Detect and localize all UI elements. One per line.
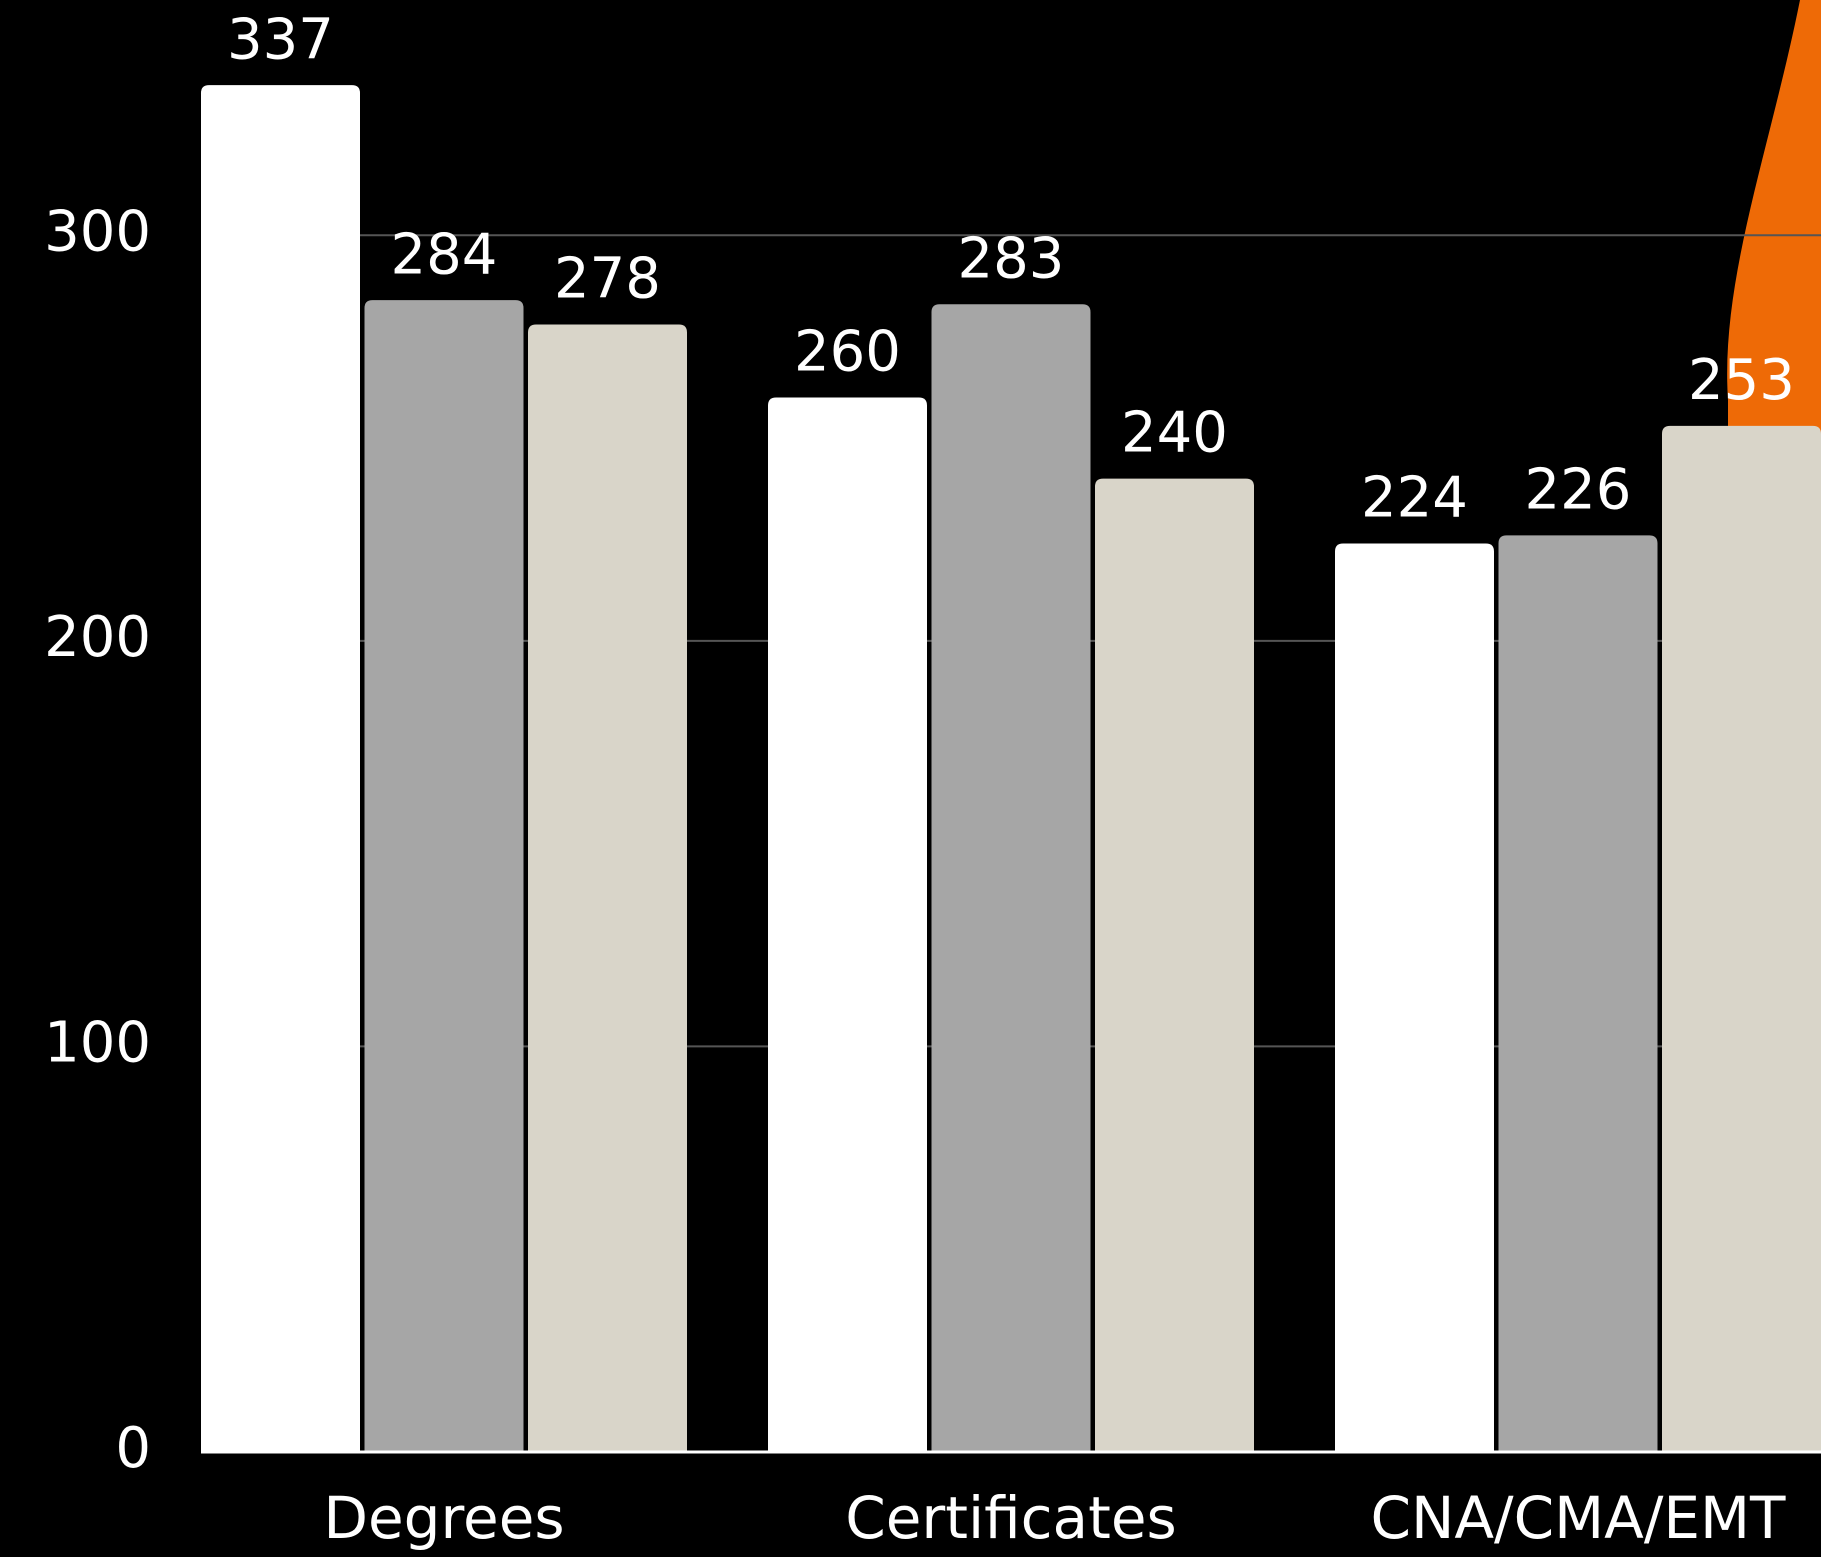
y-tick-label: 0 xyxy=(115,1416,151,1481)
data-label: 253 xyxy=(1688,348,1795,413)
x-tick-label: CNA/CMA/EMT xyxy=(1371,1484,1787,1552)
data-label: 278 xyxy=(554,247,661,312)
y-tick-label: 200 xyxy=(44,605,151,670)
data-label: 224 xyxy=(1361,466,1468,531)
x-tick-label: Certificates xyxy=(845,1484,1177,1552)
y-tick-label: 100 xyxy=(44,1011,151,1076)
bar xyxy=(364,300,524,1453)
x-tick-label: Degrees xyxy=(323,1484,564,1552)
data-label: 260 xyxy=(794,320,901,385)
data-label: 284 xyxy=(391,222,498,287)
bar xyxy=(1335,543,1494,1452)
bar xyxy=(931,304,1091,1452)
y-tick-label: 300 xyxy=(44,199,151,264)
decoration xyxy=(1727,0,1821,440)
data-label: 240 xyxy=(1121,401,1228,466)
bar xyxy=(1662,425,1821,1452)
bar xyxy=(1095,478,1254,1453)
data-label: 337 xyxy=(227,7,334,72)
data-label: 283 xyxy=(958,226,1065,291)
bar xyxy=(528,324,687,1453)
bar xyxy=(201,85,360,1452)
bar xyxy=(768,397,927,1452)
data-label: 226 xyxy=(1525,458,1632,523)
bar xyxy=(1498,535,1658,1452)
